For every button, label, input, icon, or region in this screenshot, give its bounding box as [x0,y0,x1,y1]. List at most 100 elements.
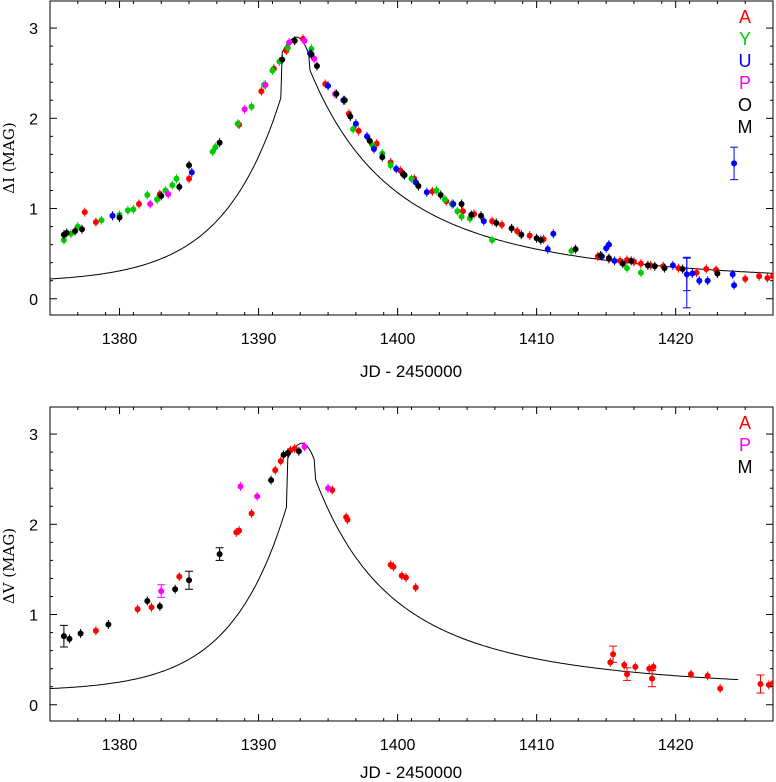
panel-i-point-a [756,271,763,281]
panel-i-point-o [714,268,721,278]
panel-i-point-a [526,231,533,241]
panel-i-point-m [679,264,686,274]
panel-i-legend-a: A [739,7,751,27]
panel-i-point-u [605,240,612,250]
panel-v-point-a [176,572,183,582]
panel-i-band: 1380 1390 1400 1410 1420 0 1 2 3 JD - 2450000 ΔI… [0,0,774,381]
panel-i-point-a [258,86,265,96]
panel-i-point-m [186,160,193,170]
panel-i-ytick-label: 2 [29,111,38,128]
panel-i-point-o [279,55,286,65]
panel-i-point-u [450,199,457,209]
panel-i-legend-m: M [738,117,753,137]
panel-v-point-p [237,481,244,491]
panel-v-legend-m: M [738,457,753,477]
panel-i-point-m [508,223,515,233]
panel-i-point-o [291,36,298,46]
panel-i-point-y [387,160,394,170]
panel-i-point-a [770,271,773,281]
panel-i-point-y [408,174,415,184]
panel-i-point-u [669,260,676,270]
panel-i-point-o [468,210,475,220]
panel-i-legend: A Y U P O M [738,7,753,137]
panel-i-point-m [597,250,604,260]
panel-i-point-y [154,195,161,205]
panel-i-point-y [248,102,255,112]
panel-v-point-a [236,526,243,536]
panel-i-point-y [98,215,105,225]
panel-i-point-y [454,206,461,216]
panel-v-legend-a: A [739,413,751,433]
panel-i-xtick-label: 1400 [380,331,416,348]
panel-v-point-a [717,684,724,694]
panel-i-xtick-label: 1420 [658,331,694,348]
panel-i-point-p [165,189,172,199]
panel-v-point-m [216,549,223,559]
panel-i-point-y [489,235,496,245]
panel-i-point-a [355,126,362,136]
panel-v-point-a [632,662,639,672]
panel-v-point-m [284,448,291,458]
panel-i-point-m [533,233,540,243]
panel-i-point-a [135,199,142,209]
panel-i-point-o [72,226,79,236]
panel-i-point-m [644,260,651,270]
panel-i-ytick-label: 3 [29,21,38,38]
panel-i-point-u [423,187,430,197]
panel-i-ytick-label: 0 [29,292,38,309]
panel-i-point-p [241,104,248,114]
panel-v-ytick-label: 1 [29,608,38,625]
panel-v-point-a [344,515,351,525]
panel-i-point-y [350,124,357,134]
panel-i-xtick-label: 1380 [102,331,138,348]
panel-i-point-u [364,131,371,141]
panel-i-point-m [60,230,67,240]
panel-i-point-o [493,218,500,228]
panel-v-band: 1380 1390 1400 1410 1420 0 1 2 3 JD - 2450000 ΔV… [0,406,774,782]
panel-i-point-a [742,274,749,284]
panel-i-point-o [308,49,315,59]
panel-i-point-p [301,36,308,46]
panel-i-point-m [216,138,223,148]
panel-i-ylabel: ΔI (MAG) [0,122,18,193]
panel-v-model-curve [50,442,739,690]
panel-i-point-u [689,268,696,278]
panel-v-ytick-label: 2 [29,517,38,534]
panel-i-point-a [498,220,505,230]
panel-i-point-a [514,226,521,236]
panel-i-point-y [458,212,465,222]
panel-v-ylabel: ΔV (MAG) [0,528,18,604]
panel-v-point-a [277,456,284,466]
panel-v-xtick-label: 1420 [658,737,694,754]
panel-v-point-a [607,657,614,667]
panel-v-axes: 1380 1390 1400 1410 1420 0 1 2 3 [29,407,774,754]
panel-i-point-y [234,119,241,129]
panel-v-point-p [158,586,165,596]
panel-i-point-o [333,89,340,99]
panel-i-point-o [628,256,635,266]
panel-v-point-a [650,662,657,672]
panel-i-point-u [370,144,377,154]
panel-i-ytick-label: 1 [29,202,38,219]
panel-v-point-a [148,602,155,612]
panel-i-point-p [262,80,269,90]
panel-i-point-u [352,119,359,129]
panel-v-xtick-label: 1390 [241,737,277,754]
panel-i-point-y [433,185,440,195]
panel-i-point-o [78,224,85,234]
panel-i-point-y [173,174,180,184]
panel-v-point-a [770,678,773,688]
panel-i-legend-u: U [739,51,752,71]
panel-i-point-m [313,61,320,71]
panel-i-point-u [109,211,116,221]
panel-i-point-m [458,199,465,209]
panel-i-legend-o: O [738,95,752,115]
panel-i-point-u [696,276,703,286]
panel-i-point-m [478,211,485,221]
panel-v-point-a [390,562,397,572]
panel-v-ytick-label: 3 [29,427,38,444]
panel-v-xtick-label: 1400 [380,737,416,754]
panel-v-point-a [687,669,694,679]
panel-v-point-a [248,508,255,518]
